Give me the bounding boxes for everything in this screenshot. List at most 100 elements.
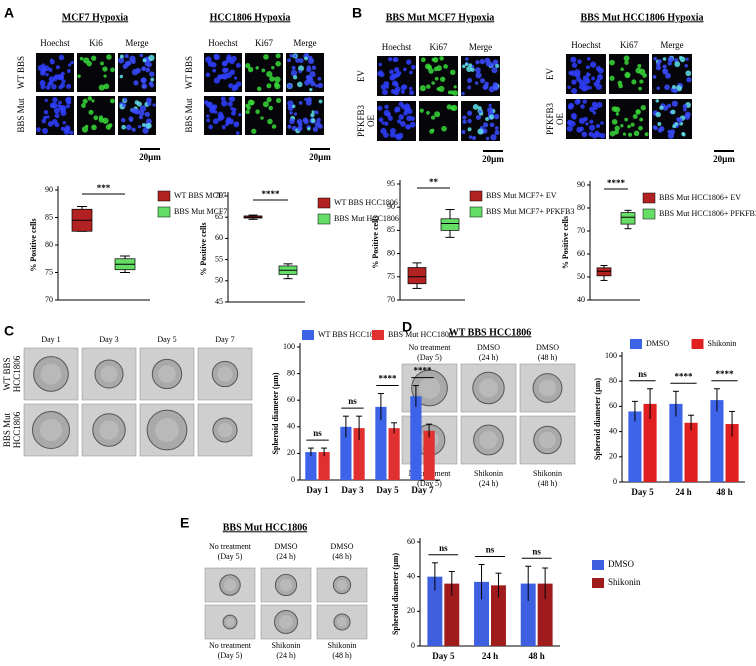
nucleus — [494, 126, 499, 130]
nucleus — [54, 122, 60, 128]
y-tick-label: 0 — [291, 475, 295, 484]
nucleus — [291, 65, 296, 70]
nucleus — [570, 56, 577, 63]
nucleus — [61, 79, 66, 84]
nucleus — [586, 56, 591, 61]
column-label: Ki67 — [255, 38, 274, 48]
bottom-label: Shikonin — [328, 641, 357, 650]
x-tick-label: Day 5 — [631, 487, 654, 497]
nucleus — [571, 62, 578, 68]
nucleus — [312, 126, 319, 133]
nucleus — [245, 63, 251, 69]
nucleus — [81, 103, 86, 109]
micrograph — [23, 403, 79, 457]
nucleus — [572, 115, 577, 120]
nucleus — [635, 109, 640, 114]
nucleus — [659, 126, 665, 132]
bar — [318, 452, 330, 480]
nucleus — [662, 57, 667, 61]
nucleus — [408, 86, 413, 91]
nucleus — [627, 132, 633, 137]
row-label: EV — [356, 70, 366, 82]
nucleus — [394, 106, 401, 113]
y-tick-label: 40 — [577, 295, 585, 304]
micrograph — [519, 415, 576, 465]
micrograph — [419, 101, 458, 141]
micrograph — [118, 96, 156, 135]
micrograph — [652, 99, 692, 139]
nucleus — [400, 85, 406, 91]
micrograph — [419, 56, 458, 96]
nucleus — [655, 99, 660, 103]
nucleus — [588, 131, 594, 137]
nucleus — [51, 84, 57, 90]
bottom-label: (Day 5) — [417, 479, 442, 488]
y-tick-label: 75 — [387, 272, 395, 281]
nucleus — [122, 103, 127, 108]
nucleus — [659, 105, 664, 110]
nucleus — [314, 84, 319, 88]
micrograph — [77, 96, 115, 135]
y-tick-label: 80 — [387, 248, 395, 257]
nucleus — [77, 74, 81, 78]
panel-label: D — [402, 319, 412, 335]
nucleus — [124, 54, 129, 59]
bottom-label: (Day 5) — [218, 651, 243, 660]
nucleus — [431, 115, 436, 120]
nucleus — [103, 74, 107, 78]
micrograph — [245, 96, 283, 135]
bar — [444, 583, 460, 646]
nucleus — [489, 114, 495, 120]
y-tick-label: 70 — [387, 295, 395, 304]
significance: *** — [97, 183, 111, 193]
nucleus — [317, 76, 322, 81]
bar — [643, 403, 657, 482]
legend-swatch — [469, 206, 483, 218]
y-tick-label: 60 — [609, 401, 617, 410]
nucleus — [489, 122, 495, 128]
nucleus — [205, 72, 211, 78]
nucleus — [487, 107, 494, 114]
nucleus — [129, 118, 134, 123]
nucleus — [66, 104, 70, 109]
nucleus — [394, 86, 401, 93]
column-label: DMSO — [477, 343, 500, 352]
group-title: HCC1806 Hypoxia — [210, 12, 291, 23]
nucleus — [119, 54, 124, 59]
nucleus — [614, 129, 619, 135]
nucleus — [587, 72, 591, 77]
legend-label: BBS Mut HCC1806+ EV — [659, 193, 741, 202]
panel-label: C — [4, 323, 14, 339]
nucleus — [384, 104, 389, 110]
legend-swatch — [469, 190, 483, 202]
nucleus — [231, 110, 237, 116]
column-label: Hoechst — [40, 38, 70, 48]
scale-label: 20µm — [713, 154, 735, 164]
nucleus — [110, 67, 115, 73]
nucleus — [309, 87, 313, 92]
nucleus — [682, 104, 688, 109]
nucleus — [139, 53, 144, 58]
bar — [669, 403, 683, 482]
group-title: MCF7 Hypoxia — [62, 12, 128, 23]
nucleus — [677, 117, 683, 123]
nucleus — [461, 91, 465, 96]
micrograph — [566, 54, 606, 94]
nucleus — [615, 112, 619, 116]
nucleus — [152, 103, 156, 107]
nucleus — [438, 85, 445, 93]
row-label: BBS Mut — [2, 412, 12, 447]
nucleus — [592, 111, 597, 115]
legend-swatch — [317, 197, 331, 209]
nucleus — [568, 70, 574, 76]
nucleus — [614, 125, 620, 131]
nucleus — [591, 101, 598, 107]
nucleus — [657, 121, 662, 126]
nucleus — [684, 63, 688, 68]
x-tick-label: Day 5 — [376, 485, 399, 495]
nucleus — [488, 103, 492, 108]
nucleus — [685, 57, 689, 61]
nucleus — [307, 127, 311, 131]
nucleus — [91, 99, 95, 103]
nucleus — [681, 131, 685, 136]
